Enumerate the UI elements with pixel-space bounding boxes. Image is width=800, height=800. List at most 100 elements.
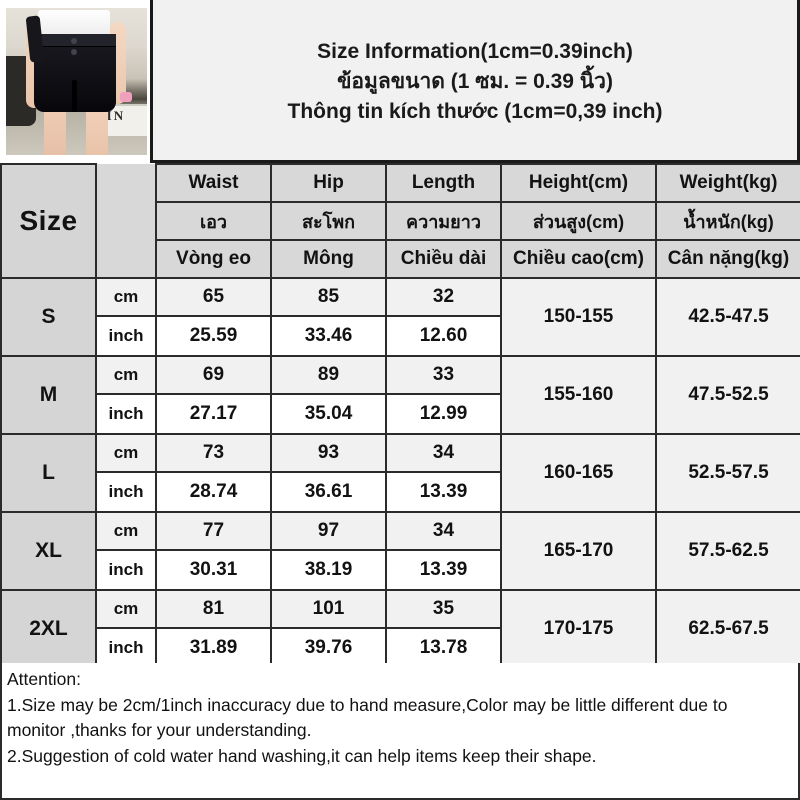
- row-unit-inch-xl: inch: [95, 549, 157, 591]
- column-header-height-vi: Chiều cao(cm): [500, 239, 657, 279]
- table-header-row-th: เอว สะโพก ความยาว ส่วนสูง(cm) น้ำหนัก(kg…: [1, 201, 800, 241]
- photo-shorts-seam: [72, 80, 77, 112]
- row-size-xl: XL: [0, 511, 97, 591]
- cell-height-l: 160-165: [500, 433, 657, 513]
- cell-hip-cm-s: 85: [270, 277, 387, 317]
- size-column-header: Size: [0, 163, 97, 279]
- cell-waist-inch-xl: 30.31: [155, 549, 272, 591]
- row-unit-inch-2xl: inch: [95, 627, 157, 669]
- row-unit-cm-xl: cm: [95, 511, 157, 551]
- cell-waist-cm-s: 65: [155, 277, 272, 317]
- product-photo-cell: LIN: [0, 0, 153, 163]
- cell-hip-inch-s: 33.46: [270, 315, 387, 357]
- photo-pink-accessory: [120, 92, 132, 102]
- unit-column-header-spacer: [95, 164, 157, 202]
- cell-hip-inch-l: 36.61: [270, 471, 387, 513]
- cell-waist-cm-l: 73: [155, 433, 272, 473]
- cell-length-cm-2xl: 35: [385, 589, 502, 629]
- column-header-waist-th: เอว: [155, 201, 272, 241]
- cell-waist-inch-s: 25.59: [155, 315, 272, 357]
- column-header-length-vi: Chiều dài: [385, 239, 502, 279]
- title-vietnamese: Thông tin kích thước (1cm=0,39 inch): [287, 99, 663, 123]
- cell-length-inch-m: 12.99: [385, 393, 502, 435]
- row-unit-inch-s: inch: [95, 315, 157, 357]
- cell-weight-s: 42.5-47.5: [655, 277, 800, 357]
- cell-waist-inch-m: 27.17: [155, 393, 272, 435]
- title-thai: ข้อมูลขนาด (1 ซม. = 0.39 นิ้ว): [337, 70, 613, 94]
- cell-waist-cm-xl: 77: [155, 511, 272, 551]
- table-row: inch 28.74 36.61 13.39: [1, 471, 800, 513]
- cell-length-inch-l: 13.39: [385, 471, 502, 513]
- attention-note-2: 2.Suggestion of cold water hand washing,…: [7, 746, 597, 767]
- attention-note-1-part1: 1.Size may be 2cm/1inch inaccuracy due t…: [7, 694, 728, 715]
- attention-note-1-part2: monitor ,thanks for your understanding.: [7, 720, 312, 741]
- column-header-length-th: ความยาว: [385, 201, 502, 241]
- row-unit-inch-l: inch: [95, 471, 157, 513]
- cell-weight-l: 52.5-57.5: [655, 433, 800, 513]
- table-header-row-vi: Vòng eo Mông Chiều dài Chiều cao(cm) Cân…: [1, 239, 800, 279]
- column-header-hip-th: สะโพก: [270, 201, 387, 241]
- row-unit-cm-l: cm: [95, 433, 157, 473]
- product-photo: LIN: [6, 8, 147, 155]
- column-header-height-th: ส่วนสูง(cm): [500, 201, 657, 241]
- photo-model-leg-right: [86, 104, 108, 155]
- column-header-waist-vi: Vòng eo: [155, 239, 272, 279]
- cell-length-inch-s: 12.60: [385, 315, 502, 357]
- attention-heading: Attention:: [7, 669, 81, 689]
- cell-length-cm-l: 34: [385, 433, 502, 473]
- cell-length-cm-xl: 34: [385, 511, 502, 551]
- table-row: 2XL cm 81 101 35 170-175 62.5-67.5: [0, 589, 800, 669]
- column-header-weight-vi: Cân nặng(kg): [655, 239, 800, 279]
- cell-weight-2xl: 62.5-67.5: [655, 589, 800, 669]
- column-header-length-en: Length: [385, 163, 502, 203]
- unit-column-header-spacer-th: [95, 202, 157, 240]
- column-header-waist-en: Waist: [155, 163, 272, 203]
- cell-length-cm-s: 32: [385, 277, 502, 317]
- cell-height-xl: 165-170: [500, 511, 657, 591]
- row-size-m: M: [0, 355, 97, 435]
- cell-weight-xl: 57.5-62.5: [655, 511, 800, 591]
- cell-hip-inch-m: 35.04: [270, 393, 387, 435]
- table-row: XL cm 77 97 34 165-170 57.5-62.5: [0, 511, 800, 591]
- cell-hip-cm-l: 93: [270, 433, 387, 473]
- size-table: Size Waist Hip Length Height(cm) Weight(…: [0, 163, 800, 669]
- row-size-s: S: [0, 277, 97, 357]
- row-unit-cm-m: cm: [95, 355, 157, 395]
- column-header-height-en: Height(cm): [500, 163, 657, 203]
- title-english: Size Information(1cm=0.39inch): [317, 40, 633, 64]
- table-row: M cm 69 89 33 155-160 47.5-52.5: [0, 355, 800, 435]
- table-row: inch 30.31 38.19 13.39: [1, 549, 800, 591]
- column-header-weight-en: Weight(kg): [655, 163, 800, 203]
- cell-waist-cm-2xl: 81: [155, 589, 272, 629]
- header-band: LIN Size Information(1cm=0.39inch) ข้อมู…: [0, 0, 800, 163]
- attention-note: Attention: 1.Size may be 2cm/1inch inacc…: [0, 663, 800, 800]
- table-row: inch 27.17 35.04 12.99: [1, 393, 800, 435]
- cell-waist-inch-l: 28.74: [155, 471, 272, 513]
- cell-height-m: 155-160: [500, 355, 657, 435]
- photo-shorts-button-upper: [71, 38, 77, 44]
- row-unit-cm-s: cm: [95, 277, 157, 317]
- cell-hip-cm-m: 89: [270, 355, 387, 395]
- row-unit-inch-m: inch: [95, 393, 157, 435]
- title-block: Size Information(1cm=0.39inch) ข้อมูลขนา…: [153, 0, 800, 163]
- row-size-2xl: 2XL: [0, 589, 97, 669]
- table-header-row-en: Size Waist Hip Length Height(cm) Weight(…: [0, 163, 800, 279]
- table-row: S cm 65 85 32 150-155 42.5-47.5: [0, 277, 800, 357]
- cell-height-2xl: 170-175: [500, 589, 657, 669]
- cell-length-inch-xl: 13.39: [385, 549, 502, 591]
- photo-shorts-button-lower: [71, 49, 77, 55]
- table-row: inch 25.59 33.46 12.60: [1, 315, 800, 357]
- cell-hip-cm-2xl: 101: [270, 589, 387, 629]
- table-row: inch 31.89 39.76 13.78: [1, 627, 800, 669]
- unit-column-header-spacer-vi: [95, 240, 157, 278]
- row-unit-cm-2xl: cm: [95, 589, 157, 629]
- cell-hip-inch-xl: 38.19: [270, 549, 387, 591]
- cell-length-cm-m: 33: [385, 355, 502, 395]
- cell-height-s: 150-155: [500, 277, 657, 357]
- photo-model-leg-left: [44, 104, 66, 155]
- row-size-l: L: [0, 433, 97, 513]
- cell-weight-m: 47.5-52.5: [655, 355, 800, 435]
- cell-waist-inch-2xl: 31.89: [155, 627, 272, 669]
- column-header-hip-en: Hip: [270, 163, 387, 203]
